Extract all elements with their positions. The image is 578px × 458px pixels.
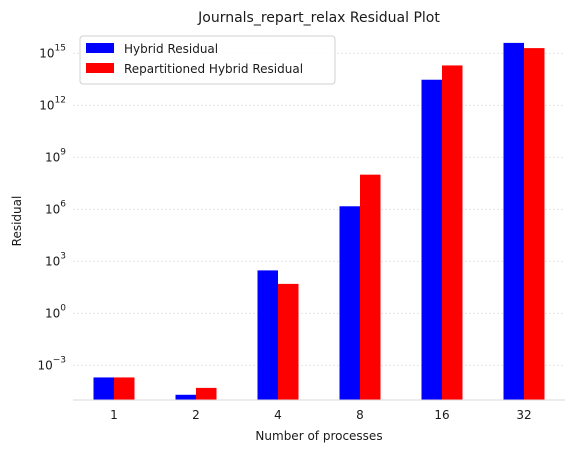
- y-tick-mantissa: 10: [45, 150, 60, 164]
- legend-label: Hybrid Residual: [124, 42, 218, 56]
- x-tick-label: 1: [110, 408, 118, 422]
- bar-repartitioned-8: [360, 174, 381, 400]
- chart-title: Journals_repart_relax Residual Plot: [197, 10, 440, 26]
- x-tick-label: 8: [356, 408, 364, 422]
- y-tick-exponent: 15: [55, 43, 66, 53]
- y-tick-label: 10−3: [37, 355, 66, 372]
- x-tick-label: 2: [192, 408, 200, 422]
- legend-swatch: [86, 63, 114, 73]
- y-tick-label: 103: [45, 251, 66, 268]
- y-axis-label: Residual: [10, 196, 24, 247]
- bar-hybrid-32: [503, 42, 524, 401]
- x-tick-label: 4: [274, 408, 282, 422]
- legend-label: Repartitioned Hybrid Residual: [124, 62, 303, 76]
- y-tick-mantissa: 10: [45, 202, 60, 216]
- x-tick-label: 32: [516, 408, 531, 422]
- bar-repartitioned-1: [114, 377, 135, 400]
- bars: [93, 42, 545, 401]
- y-tick-mantissa: 10: [39, 98, 54, 112]
- y-tick-mantissa: 10: [45, 254, 60, 268]
- bar-repartitioned-16: [442, 65, 463, 400]
- grid-lines: [73, 52, 565, 366]
- bar-hybrid-16: [421, 79, 442, 401]
- bar-repartitioned-4: [278, 283, 299, 400]
- bar-hybrid-4: [257, 270, 278, 400]
- y-tick-exponent: 6: [60, 199, 66, 209]
- y-tick-exponent: 9: [60, 147, 66, 157]
- y-tick-exponent: 0: [60, 303, 66, 313]
- y-tick-mantissa: 10: [39, 46, 54, 60]
- legend-swatch: [86, 43, 114, 53]
- bar-repartitioned-32: [524, 48, 545, 400]
- y-tick-label: 106: [45, 199, 66, 216]
- y-tick-mantissa: 10: [45, 306, 60, 320]
- bar-hybrid-2: [175, 394, 196, 400]
- y-tick-label: 109: [45, 147, 66, 164]
- x-tick-labels: 1 2 4 8 16 32: [110, 408, 531, 422]
- legend: Hybrid Residual Repartitioned Hybrid Resi…: [79, 35, 336, 85]
- y-tick-exponent: 12: [55, 95, 66, 105]
- bar-hybrid-1: [93, 377, 114, 400]
- x-tick-label: 16: [434, 408, 449, 422]
- legend-frame: [79, 35, 336, 85]
- bar-hybrid-8: [339, 206, 360, 400]
- x-axis-label: Number of processes: [255, 429, 382, 443]
- y-tick-label: 1012: [39, 95, 66, 112]
- y-tick-exponent: 3: [60, 251, 66, 261]
- y-tick-exponent: −3: [53, 355, 66, 365]
- y-tick-label: 100: [45, 303, 66, 320]
- bar-repartitioned-2: [196, 387, 217, 400]
- y-tick-label: 1015: [39, 43, 66, 60]
- y-tick-mantissa: 10: [37, 358, 52, 372]
